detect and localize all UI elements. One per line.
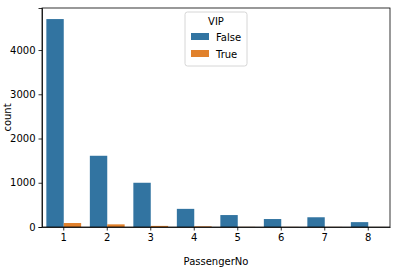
legend-label: True [215,49,237,60]
tick-label: 1 [61,232,67,243]
tick: 2 [104,227,110,243]
tick: 6 [278,227,284,243]
x-axis-title: PassengerNo [184,256,249,267]
frame [42,8,390,227]
tick: 1 [61,227,67,243]
bar [307,217,324,227]
tick-mark [237,227,238,231]
bars [46,19,385,227]
tick-mark [281,227,282,231]
tick-label: 4000 [10,45,35,56]
tick-mark [150,227,151,231]
tick-label: 0 [29,222,35,233]
legend-swatch [191,33,209,40]
legend-swatch [191,50,209,57]
tick-label: 3000 [10,89,35,100]
tick-mark [194,227,195,231]
tick: 3 [148,227,154,243]
legend-box [185,12,247,66]
bar [64,223,81,227]
tick-mark [39,94,43,95]
axis-line [39,9,43,228]
tick: 4 [191,227,197,243]
legend-label: False [216,32,241,43]
chart: 0 1000 2000 3000 4000 1 2 3 4 5 6 7 8 VIP False True Pas… [0,0,411,273]
bar [133,183,150,227]
tick: 1000 [10,177,42,188]
tick-mark [107,227,108,231]
bar [351,222,368,227]
bar [177,209,194,227]
tick: 0 [29,222,42,233]
axis-line [43,227,391,228]
tick-label: 4 [191,232,197,243]
legend: VIP False True [185,12,247,66]
plot: 0 1000 2000 3000 4000 1 2 3 4 5 6 7 8 VIP False True [10,8,390,243]
tick-label: 8 [365,232,371,243]
tick-label: 7 [322,232,328,243]
tick-mark [324,227,325,231]
y-axis-title: count [2,103,13,131]
tick: 5 [235,227,241,243]
tick-label: 3 [148,232,154,243]
y-axis: 0 1000 2000 3000 4000 [10,9,42,233]
tick-label: 2 [104,232,110,243]
tick-mark [63,227,64,231]
tick-label: 1000 [10,177,35,188]
tick-label: 2000 [10,133,35,144]
tick: 4000 [10,45,42,56]
legend-title: VIP [208,16,224,27]
x-axis: 1 2 3 4 5 6 7 8 [43,227,391,243]
tick-mark [39,50,43,51]
tick-label: 6 [278,232,284,243]
tick-mark [39,139,43,140]
bar [90,156,107,227]
bar [220,215,237,227]
tick: 7 [322,227,328,243]
tick: 8 [365,227,371,243]
bar [46,19,63,227]
tick: 3000 [10,89,42,100]
tick-label: 5 [235,232,241,243]
tick-mark [39,227,43,228]
tick-mark [368,227,369,231]
bar [264,219,281,227]
tick-mark [39,183,43,184]
tick: 2000 [10,133,42,144]
